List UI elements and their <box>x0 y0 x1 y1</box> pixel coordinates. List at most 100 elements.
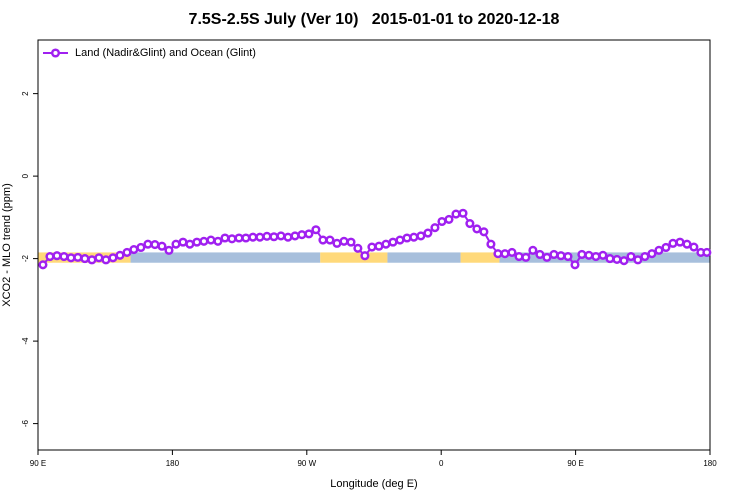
point <box>360 251 370 261</box>
point <box>395 235 405 245</box>
point <box>416 231 426 241</box>
point <box>220 233 230 243</box>
point <box>38 260 48 270</box>
point <box>108 253 118 263</box>
point <box>388 237 398 247</box>
point <box>542 252 552 262</box>
point <box>143 239 153 249</box>
point <box>500 249 510 259</box>
point <box>647 249 657 259</box>
point <box>472 224 482 234</box>
point <box>73 252 83 262</box>
point <box>59 251 69 262</box>
point <box>87 255 97 265</box>
point <box>668 238 678 248</box>
surface-band <box>130 252 321 263</box>
point <box>52 251 62 261</box>
x-tick-label: 180 <box>703 459 717 468</box>
point <box>507 247 517 257</box>
point <box>437 216 447 227</box>
point <box>262 231 272 241</box>
point <box>626 251 636 262</box>
point <box>45 251 55 262</box>
point <box>241 233 251 243</box>
point <box>227 234 237 244</box>
surface-band <box>460 252 500 263</box>
point <box>367 242 377 252</box>
point <box>493 249 503 259</box>
point <box>675 237 685 247</box>
point <box>94 253 104 263</box>
point <box>549 249 559 260</box>
point <box>584 250 594 260</box>
point <box>702 247 712 257</box>
y-tick-label: -6 <box>21 420 30 428</box>
point <box>304 229 314 239</box>
point <box>353 243 363 253</box>
point <box>297 230 307 240</box>
point <box>605 254 615 264</box>
point <box>276 231 286 241</box>
point <box>157 241 167 251</box>
point <box>654 245 664 255</box>
point <box>101 255 111 265</box>
point <box>591 251 601 262</box>
y-tick-label: 2 <box>21 91 30 96</box>
point <box>290 231 300 241</box>
point <box>682 239 692 249</box>
point <box>374 241 384 251</box>
point <box>192 237 202 247</box>
point <box>689 242 699 252</box>
point <box>640 251 650 262</box>
point <box>129 244 139 255</box>
point <box>234 233 244 243</box>
point <box>444 214 454 224</box>
point <box>66 253 76 263</box>
point <box>185 239 195 249</box>
point <box>402 233 412 243</box>
x-axis-label: Longitude (deg E) <box>330 478 417 490</box>
point <box>570 260 580 270</box>
point <box>563 251 573 262</box>
point <box>213 236 223 246</box>
surface-band <box>320 252 388 263</box>
point <box>479 227 489 237</box>
legend-label: Land (Nadir&Glint) and Ocean (Glint) <box>75 47 256 59</box>
point <box>283 232 293 242</box>
point <box>248 232 258 242</box>
y-tick-label: -4 <box>21 337 30 345</box>
point <box>255 232 265 242</box>
point <box>423 228 433 238</box>
x-tick-label: 90 E <box>30 459 46 468</box>
point <box>150 240 160 250</box>
point <box>535 249 545 260</box>
point <box>318 235 328 245</box>
point <box>409 232 419 242</box>
point <box>346 237 356 247</box>
x-tick-label: 180 <box>166 459 180 468</box>
x-tick-label: 90 E <box>567 459 583 468</box>
plot-frame <box>37 39 711 451</box>
legend-marker <box>50 48 61 58</box>
x-tick-label: 90 W <box>297 459 316 468</box>
point <box>612 254 622 264</box>
point <box>136 242 146 253</box>
point <box>451 209 461 219</box>
point <box>269 232 279 242</box>
point <box>115 250 125 260</box>
point <box>206 235 216 245</box>
point <box>521 252 531 262</box>
point <box>577 249 587 260</box>
point <box>171 239 181 249</box>
x-tick-label: 0 <box>439 459 444 468</box>
point <box>332 238 342 248</box>
point <box>633 255 643 265</box>
chart-title: 7.5S-2.5S July (Ver 10) 2015-01-01 to 20… <box>189 11 560 28</box>
point <box>178 237 188 247</box>
point <box>164 245 174 255</box>
point <box>325 235 335 245</box>
point <box>486 239 496 249</box>
point <box>430 223 440 233</box>
point <box>465 219 475 229</box>
y-tick-label: 0 <box>21 173 30 178</box>
